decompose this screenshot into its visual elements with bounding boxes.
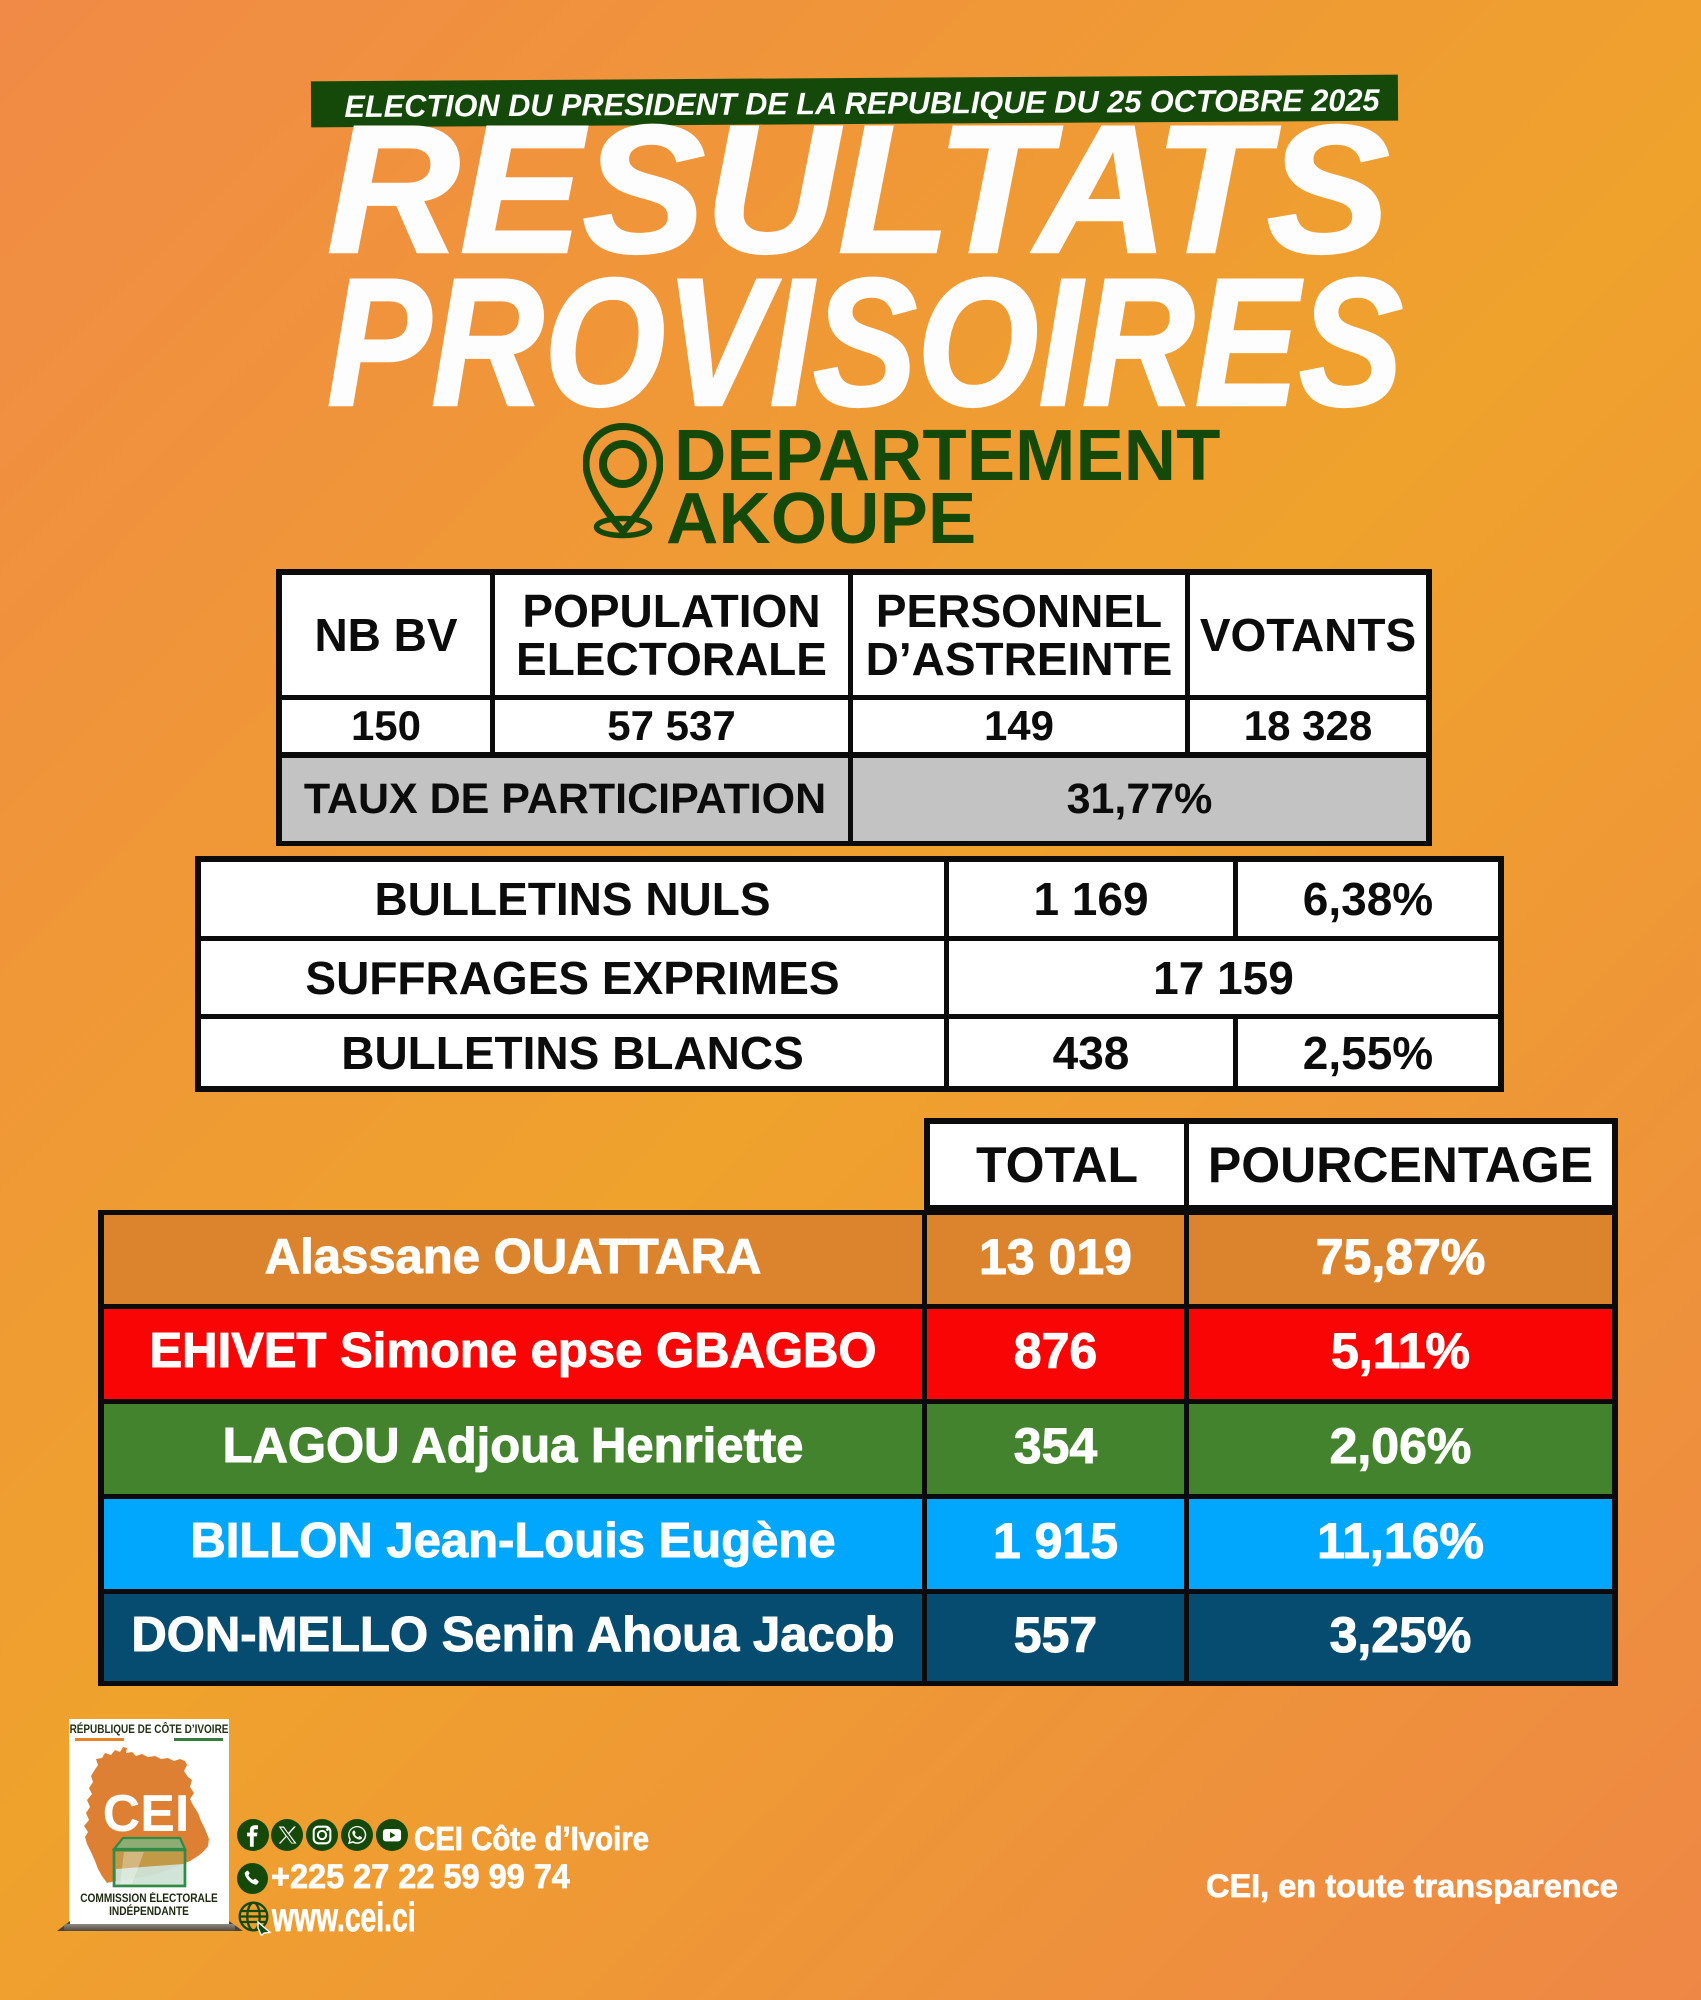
svg-text:CEI: CEI (103, 1785, 190, 1843)
